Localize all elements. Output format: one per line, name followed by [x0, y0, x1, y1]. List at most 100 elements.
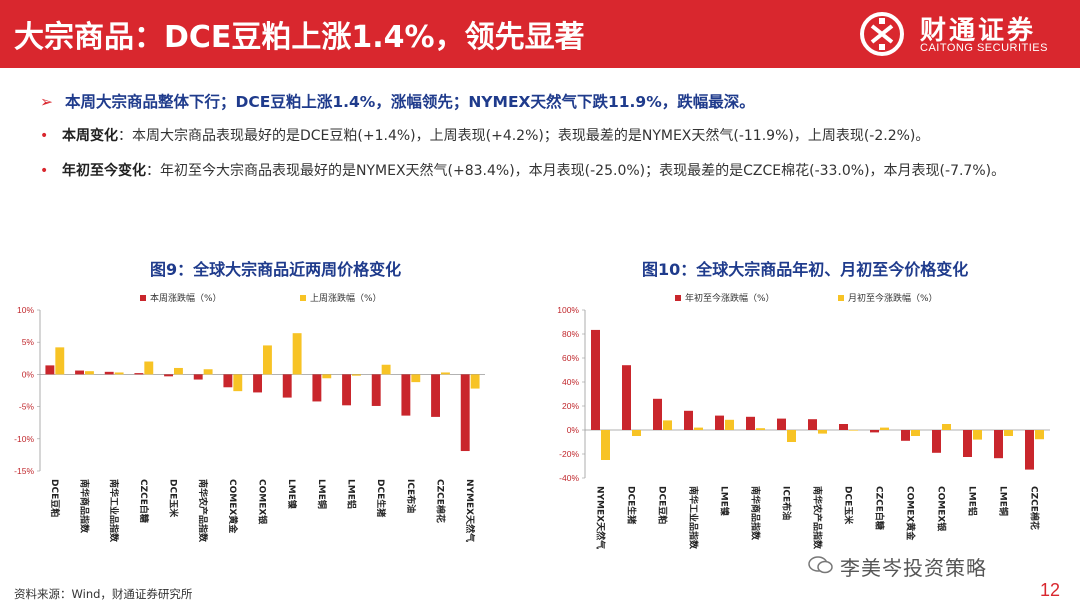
- bar-0-8: [282, 374, 292, 398]
- y-tick-label: 0%: [567, 425, 580, 435]
- bar-1-1: [85, 371, 94, 375]
- bar-0-0: [45, 365, 55, 375]
- company-logo: 财通证券 CAITONG SECURITIES: [858, 10, 1068, 58]
- category-label: COMEX银: [257, 479, 269, 525]
- category-label: CZCE白糖: [138, 479, 150, 523]
- bar-1-9: [322, 374, 332, 379]
- chart1-weekly-change: 本周涨跌幅（%） 上周涨跌幅（%） 10% 5% 0% -5% -10% -15% DCE豆粕 南…: [14, 292, 485, 543]
- y-tick-label: -5%: [19, 402, 35, 412]
- category-label: DCE生猪: [626, 486, 638, 524]
- logo-text-cn: 财通证券: [920, 16, 1037, 46]
- bar-1-2: [663, 420, 672, 430]
- category-label: CZCE棉花: [1029, 486, 1041, 530]
- bar-0-3: [684, 410, 693, 430]
- category-label: CZCE白糖: [874, 486, 886, 530]
- bar-0-10: [901, 430, 910, 441]
- category-label: LME镍: [719, 486, 731, 516]
- legend-label-1: 上周涨跌幅（%）: [310, 292, 382, 304]
- bar-1-7: [818, 430, 827, 434]
- legend-swatch-1: [300, 295, 306, 301]
- y-tick-label: 40%: [562, 377, 579, 387]
- bar-0-7: [808, 419, 817, 430]
- bar-0-11: [371, 374, 381, 406]
- bar-0-12: [401, 374, 411, 416]
- category-label: LME铝: [346, 479, 358, 509]
- bar-1-8: [292, 333, 302, 375]
- bar-1-5: [203, 369, 213, 375]
- category-label: LME铜: [998, 486, 1010, 516]
- bar-0-13: [994, 430, 1003, 459]
- bar-1-11: [942, 424, 951, 430]
- bar-1-14: [470, 374, 480, 389]
- category-label: DCE豆粕: [49, 479, 61, 517]
- legend-swatch-0: [140, 295, 146, 301]
- bar-0-2: [104, 371, 114, 375]
- bar-1-1: [632, 430, 641, 436]
- category-label: DCE玉米: [168, 479, 180, 518]
- bullet-text: ：本周大宗商品表现最好的是DCE豆粕(+1.4%)，上周表现(+4.2%)；表现…: [118, 128, 930, 144]
- category-label: LME镍: [286, 479, 298, 509]
- legend-label-0: 年初至今涨跌幅（%）: [685, 292, 775, 304]
- summary-line: ➢ 本周大宗商品整体下行；DCE豆粕上涨1.4%，涨幅领先；NYMEX天然气下跌1…: [40, 90, 755, 112]
- logo-emblem-icon: [860, 12, 904, 56]
- bar-1-5: [756, 428, 765, 430]
- bar-0-9: [870, 430, 879, 433]
- category-label: 南华农产品指数: [812, 486, 824, 550]
- category-label: NYMEX天然气: [464, 479, 476, 542]
- bar-0-3: [134, 373, 144, 375]
- bar-0-12: [963, 430, 972, 457]
- category-label: 南华农产品指数: [197, 479, 209, 543]
- page-title: 大宗商品：DCE豆粕上涨1.4%，领先显著: [14, 20, 585, 55]
- bar-0-14: [1025, 430, 1034, 470]
- arrow-bullet-icon: ➢: [40, 93, 53, 111]
- category-label: DCE玉米: [843, 486, 855, 525]
- category-label: ICE布油: [405, 479, 417, 513]
- category-label: 南华商品指数: [750, 486, 762, 541]
- chart2-title: 图10：全球大宗商品年初、月初至今价格变化: [642, 260, 969, 279]
- bullet-dot-icon: •: [40, 128, 49, 144]
- legend-label-1: 月初至今涨跌幅（%）: [848, 292, 938, 304]
- y-tick-label: 100%: [557, 305, 579, 315]
- bar-1-13: [441, 372, 450, 375]
- chart2-ytd-change: 年初至今涨跌幅（%） 月初至今涨跌幅（%） 100% 80% 60% 40% 20% 0% -2…: [557, 292, 1050, 550]
- bar-1-14: [1035, 430, 1044, 440]
- bar-1-3: [694, 427, 703, 430]
- bar-0-2: [653, 398, 662, 430]
- bullet-text: ：年初至今大宗商品表现最好的是NYMEX天然气(+83.4%)，本月表现(-25…: [146, 163, 1006, 179]
- bar-0-1: [622, 365, 631, 430]
- header-bar: 大宗商品：DCE豆粕上涨1.4%，领先显著 财通证券 CAITONG SECUR…: [0, 0, 1080, 68]
- y-tick-label: -15%: [14, 466, 34, 476]
- category-label: DCE生猪: [375, 479, 387, 517]
- bar-1-12: [973, 430, 982, 440]
- y-tick-label: -10%: [14, 434, 34, 444]
- category-label: 南华工业品指数: [688, 486, 700, 550]
- bar-0-0: [591, 329, 600, 430]
- page-number: 12: [1040, 580, 1061, 600]
- bar-0-5: [746, 416, 755, 430]
- bar-0-7: [253, 374, 262, 393]
- y-tick-label: 10%: [17, 305, 34, 315]
- y-tick-label: -40%: [559, 473, 579, 483]
- bar-1-7: [263, 345, 272, 375]
- category-label: LME铜: [316, 479, 328, 509]
- bar-1-4: [725, 419, 734, 430]
- legend-swatch-0: [675, 295, 681, 301]
- legend-label-0: 本周涨跌幅（%）: [150, 292, 222, 304]
- summary-text: 本周大宗商品整体下行；DCE豆粕上涨1.4%，涨幅领先；NYMEX天然气下跌11…: [65, 93, 755, 111]
- bar-1-13: [1004, 430, 1013, 436]
- y-tick-label: 80%: [562, 329, 579, 339]
- bullet-label: 年初至今变化: [62, 163, 146, 179]
- y-tick-label: 0%: [22, 369, 35, 379]
- bar-1-9: [880, 427, 889, 430]
- logo-text-en: CAITONG SECURITIES: [920, 42, 1048, 54]
- category-label: COMEX黄金: [227, 479, 239, 534]
- watermark-text: 李美岑投资策略: [840, 556, 987, 580]
- bar-1-2: [114, 372, 124, 375]
- bar-0-4: [164, 374, 173, 377]
- bar-0-13: [431, 374, 440, 417]
- wechat-icon: [808, 556, 833, 574]
- bar-1-3: [144, 361, 154, 375]
- category-label: ICE布油: [781, 486, 793, 520]
- category-label: CZCE棉花: [435, 479, 447, 523]
- bar-0-6: [777, 418, 786, 430]
